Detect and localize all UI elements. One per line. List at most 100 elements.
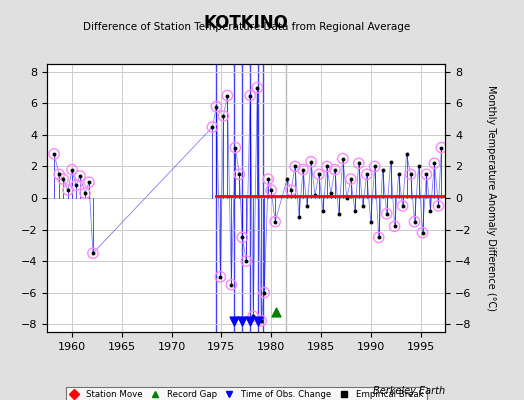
Point bbox=[315, 171, 323, 178]
Point bbox=[355, 160, 363, 166]
Point bbox=[272, 308, 280, 315]
Point bbox=[410, 218, 419, 225]
Point bbox=[253, 84, 261, 91]
Point bbox=[89, 250, 97, 256]
Point bbox=[212, 103, 221, 110]
Point bbox=[307, 158, 315, 165]
Point bbox=[323, 163, 331, 170]
Point bbox=[311, 192, 319, 198]
Point bbox=[355, 160, 363, 166]
Point bbox=[81, 190, 89, 196]
Point bbox=[303, 203, 311, 209]
Point bbox=[347, 176, 355, 182]
Point bbox=[89, 250, 97, 256]
Point bbox=[434, 203, 443, 209]
Point bbox=[398, 203, 407, 209]
Point bbox=[249, 313, 257, 320]
Point bbox=[407, 171, 415, 178]
Point bbox=[235, 171, 244, 178]
Point bbox=[410, 218, 419, 225]
Point bbox=[295, 214, 303, 220]
Point bbox=[64, 187, 72, 193]
Point bbox=[59, 176, 67, 182]
Point bbox=[253, 84, 261, 91]
Point bbox=[72, 182, 80, 188]
Point bbox=[331, 166, 339, 173]
Point bbox=[50, 151, 58, 157]
Point bbox=[331, 166, 339, 173]
Point bbox=[216, 274, 225, 280]
Point bbox=[370, 163, 379, 170]
Point bbox=[335, 210, 343, 217]
Point bbox=[390, 223, 399, 230]
Point bbox=[231, 144, 239, 151]
Point bbox=[257, 318, 266, 324]
Point bbox=[238, 318, 246, 324]
Point bbox=[249, 313, 257, 320]
Point bbox=[427, 208, 435, 214]
Point bbox=[264, 176, 272, 182]
Point bbox=[351, 208, 359, 214]
Point bbox=[223, 92, 232, 99]
Point bbox=[319, 208, 327, 214]
Point bbox=[242, 258, 250, 264]
Point bbox=[367, 218, 375, 225]
Point bbox=[231, 144, 239, 151]
Point bbox=[339, 155, 347, 162]
Point bbox=[212, 103, 221, 110]
Point bbox=[422, 171, 431, 178]
Point bbox=[378, 166, 387, 173]
Point bbox=[390, 223, 399, 230]
Legend: Station Move, Record Gap, Time of Obs. Change, Empirical Break: Station Move, Record Gap, Time of Obs. C… bbox=[66, 387, 427, 400]
Text: Difference of Station Temperature Data from Regional Average: Difference of Station Temperature Data f… bbox=[83, 22, 410, 32]
Text: Berkeley Earth: Berkeley Earth bbox=[373, 386, 445, 396]
Point bbox=[260, 289, 268, 296]
Point bbox=[299, 166, 307, 173]
Point bbox=[422, 171, 431, 178]
Point bbox=[64, 187, 72, 193]
Point bbox=[437, 144, 445, 151]
Point bbox=[238, 234, 246, 241]
Point bbox=[299, 166, 307, 173]
Point bbox=[223, 92, 232, 99]
Point bbox=[85, 179, 93, 186]
Point bbox=[387, 158, 395, 165]
Point bbox=[402, 151, 411, 157]
Point bbox=[291, 163, 299, 170]
Point bbox=[219, 113, 227, 119]
Point bbox=[76, 173, 84, 179]
Point bbox=[271, 218, 279, 225]
Point bbox=[254, 318, 263, 324]
Point bbox=[216, 274, 225, 280]
Point bbox=[383, 210, 391, 217]
Point bbox=[370, 163, 379, 170]
Point bbox=[375, 234, 383, 241]
Point bbox=[407, 171, 415, 178]
Point bbox=[81, 190, 89, 196]
Point bbox=[219, 113, 227, 119]
Y-axis label: Monthly Temperature Anomaly Difference (°C): Monthly Temperature Anomaly Difference (… bbox=[486, 85, 496, 311]
Point bbox=[375, 234, 383, 241]
Point bbox=[85, 179, 93, 186]
Point bbox=[246, 92, 255, 99]
Point bbox=[339, 155, 347, 162]
Point bbox=[418, 230, 427, 236]
Point bbox=[315, 171, 323, 178]
Point bbox=[430, 160, 439, 166]
Point bbox=[283, 176, 291, 182]
Point bbox=[235, 171, 244, 178]
Point bbox=[246, 318, 255, 324]
Point bbox=[242, 258, 250, 264]
Point bbox=[383, 210, 391, 217]
Point bbox=[68, 166, 77, 173]
Point bbox=[230, 318, 238, 324]
Point bbox=[267, 187, 276, 193]
Point bbox=[307, 158, 315, 165]
Point bbox=[59, 176, 67, 182]
Point bbox=[414, 163, 423, 170]
Point bbox=[437, 144, 445, 151]
Point bbox=[227, 282, 236, 288]
Point bbox=[50, 151, 58, 157]
Point bbox=[287, 187, 296, 193]
Point bbox=[347, 176, 355, 182]
